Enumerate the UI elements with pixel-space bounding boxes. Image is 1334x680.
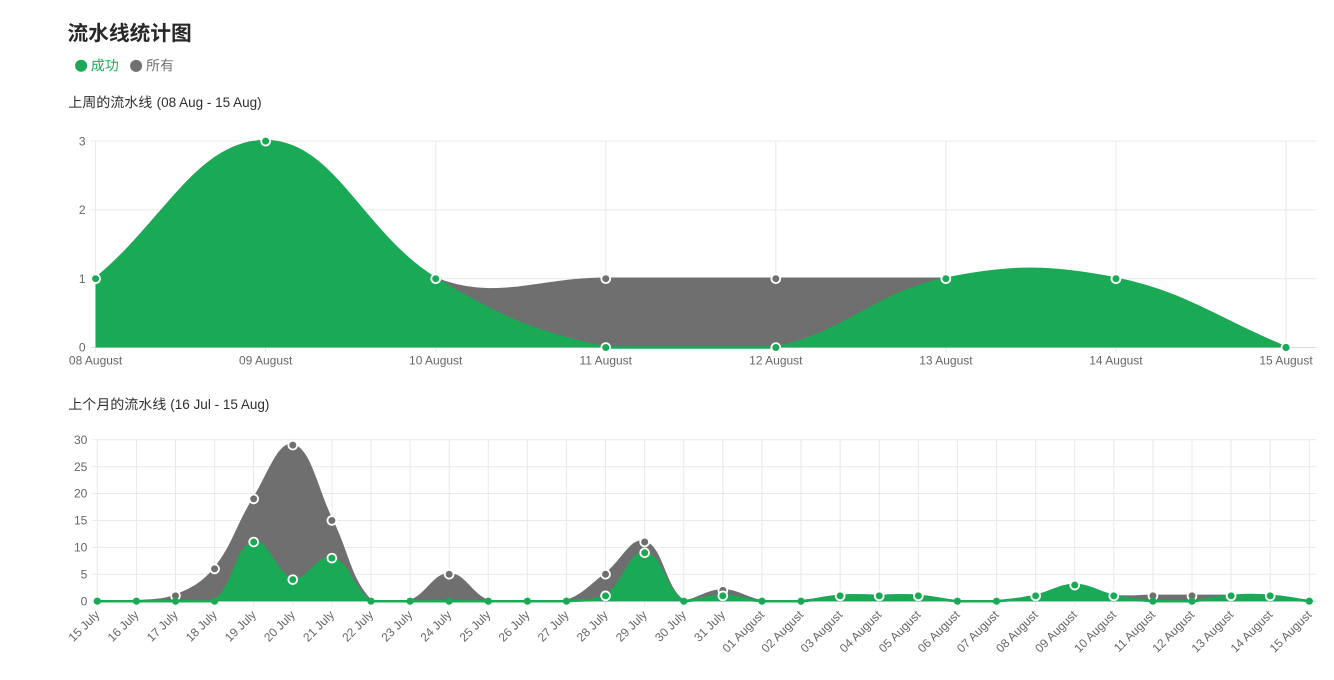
svg-text:29 July: 29 July — [613, 608, 650, 645]
svg-text:28 July: 28 July — [574, 608, 611, 645]
svg-text:0: 0 — [81, 594, 88, 608]
svg-text:11 August: 11 August — [580, 354, 633, 368]
svg-text:30 July: 30 July — [652, 608, 689, 645]
svg-text:18 July: 18 July — [183, 608, 220, 645]
svg-text:10 August: 10 August — [1071, 607, 1119, 655]
svg-text:10 August: 10 August — [409, 354, 463, 368]
svg-text:(16 Jul - 15 Aug): (16 Jul - 15 Aug) — [170, 397, 269, 412]
svg-text:26 July: 26 July — [496, 608, 533, 645]
svg-text:22 July: 22 July — [339, 608, 376, 645]
svg-text:09 August: 09 August — [239, 354, 293, 368]
svg-text:25: 25 — [74, 460, 88, 474]
svg-text:10: 10 — [74, 541, 88, 555]
svg-text:20 July: 20 July — [261, 608, 298, 645]
svg-text:21 July: 21 July — [300, 608, 337, 645]
svg-text:31 July: 31 July — [691, 608, 728, 645]
svg-text:17 July: 17 July — [144, 608, 181, 645]
svg-text:15: 15 — [74, 514, 88, 528]
svg-text:15 August: 15 August — [1259, 354, 1313, 368]
svg-text:12 August: 12 August — [749, 354, 803, 368]
svg-text:0: 0 — [79, 341, 86, 355]
svg-text:13 August: 13 August — [919, 354, 973, 368]
svg-text:15 August: 15 August — [1267, 607, 1315, 655]
svg-text:3: 3 — [79, 134, 86, 148]
svg-text:23 July: 23 July — [378, 608, 415, 645]
svg-text:27 July: 27 July — [535, 608, 572, 645]
svg-text:24 July: 24 July — [417, 608, 454, 645]
svg-text:30: 30 — [74, 433, 88, 447]
svg-text:16 July: 16 July — [105, 608, 142, 645]
svg-text:25 July: 25 July — [457, 608, 494, 645]
svg-text:08 August: 08 August — [69, 354, 123, 368]
svg-text:1: 1 — [79, 272, 86, 286]
svg-text:20: 20 — [74, 487, 88, 501]
svg-text:2: 2 — [79, 203, 86, 217]
svg-text:(08 Aug - 15 Aug): (08 Aug - 15 Aug) — [157, 95, 262, 110]
svg-text:19 July: 19 July — [222, 608, 259, 645]
svg-text:14 August: 14 August — [1089, 354, 1143, 368]
svg-text:15 July: 15 July — [66, 608, 103, 645]
svg-text:5: 5 — [81, 567, 88, 581]
